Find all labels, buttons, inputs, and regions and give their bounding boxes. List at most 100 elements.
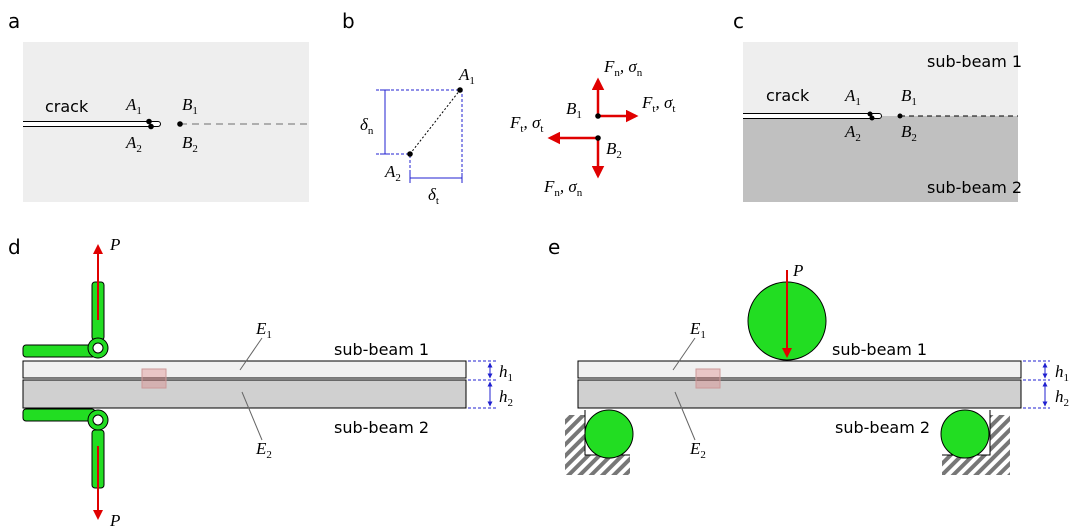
sub-beam (23, 380, 466, 408)
thickness-guides (468, 361, 496, 408)
panel-label: e (548, 235, 560, 259)
thickness-guides (1023, 361, 1050, 408)
symbol: , σ (655, 93, 673, 112)
crack-label: crack (766, 86, 810, 105)
panel-label: b (342, 9, 355, 33)
subscript: 1 (192, 105, 198, 117)
point (898, 114, 903, 119)
thickness-label: h1 (499, 362, 513, 384)
beam-label: sub-beam 1 (832, 340, 927, 359)
subscript: 1 (911, 96, 917, 108)
thickness-label: h1 (1055, 362, 1069, 384)
panel-label: a (8, 9, 20, 33)
point (595, 113, 601, 119)
subscript: t (672, 103, 675, 115)
subscript: 2 (508, 397, 514, 409)
subscript: 2 (266, 449, 272, 461)
symbol: B (182, 133, 193, 152)
symbol: B (901, 122, 912, 141)
beam-label: sub-beam 2 (835, 418, 930, 437)
point-label: B2 (606, 139, 622, 161)
modulus-label: E2 (689, 439, 706, 461)
symbol: , σ (620, 57, 638, 76)
symbol: F (543, 177, 555, 196)
symbol: E (689, 439, 701, 458)
force-label: Ft, σt (641, 93, 675, 115)
subscript: 2 (855, 132, 861, 144)
subscript: 1 (266, 329, 272, 341)
point (146, 119, 152, 125)
force-label: Ft, σt (509, 113, 543, 135)
symbol: B (606, 139, 617, 158)
symbol: F (603, 57, 615, 76)
modulus-label: E1 (255, 319, 272, 341)
point (148, 124, 154, 130)
symbol: h (1055, 387, 1064, 406)
symbol: E (689, 319, 701, 338)
subscript: 2 (1064, 397, 1070, 409)
opening (410, 90, 460, 154)
subscript: 1 (1064, 372, 1070, 384)
thickness-label: h2 (499, 387, 513, 409)
subscript: n (577, 187, 583, 199)
subscript: n (637, 67, 643, 79)
subscript: 2 (136, 143, 142, 155)
zoom-box (696, 369, 720, 388)
beam-label: sub-beam 1 (927, 52, 1022, 71)
point-label: A1 (458, 65, 475, 87)
symbol: B (566, 99, 577, 118)
modulus-label: E1 (689, 319, 706, 341)
panel-label: c (733, 9, 744, 33)
point (407, 151, 413, 157)
subscript: t (436, 195, 439, 207)
symbol: F (509, 113, 521, 132)
subscript: 2 (911, 132, 917, 144)
load-label: P (109, 235, 120, 254)
beam-label: sub-beam 1 (334, 340, 429, 359)
symbol: A (125, 133, 137, 152)
point (457, 87, 463, 93)
symbol: A (458, 65, 470, 84)
force-label: Fn, σn (543, 177, 583, 199)
point (870, 116, 875, 121)
subscript: 1 (469, 75, 475, 87)
point-label: A2 (384, 162, 401, 184)
panel-label: d (8, 235, 21, 259)
point (595, 135, 601, 141)
symbol: P (792, 261, 803, 280)
symbol: h (499, 387, 508, 406)
subscript: t (540, 123, 543, 135)
symbol: E (255, 439, 267, 458)
symbol: F (641, 93, 653, 112)
point-label: B1 (566, 99, 582, 121)
symbol: h (1055, 362, 1064, 381)
beam-label: sub-beam 2 (927, 178, 1022, 197)
crack (23, 122, 161, 127)
load-label: P (792, 261, 803, 280)
subscript: 1 (700, 329, 706, 341)
beam-label: sub-beam 2 (334, 418, 429, 437)
force-arrows (550, 80, 636, 176)
crack (743, 114, 882, 119)
supports (565, 410, 1010, 475)
symbol: B (901, 86, 912, 105)
subscript: 1 (136, 105, 142, 117)
subscript: 1 (855, 96, 861, 108)
modulus-label: E2 (255, 439, 272, 461)
symbol: A (844, 122, 856, 141)
symbol: E (255, 319, 267, 338)
symbol: P (109, 235, 120, 254)
force-label: Fn, σn (603, 57, 643, 79)
sub-beam (578, 380, 1021, 408)
zoom-box (142, 369, 166, 388)
load-label: P (109, 511, 120, 530)
subscript: 2 (700, 449, 706, 461)
displacement-label: δn (360, 115, 374, 137)
symbol: A (844, 86, 856, 105)
sub-beam (578, 361, 1021, 378)
symbol: , σ (560, 177, 578, 196)
figure: a crack A1 A2 B1 B2 b A1 A2 δn δt Fn, σn… (0, 0, 1077, 531)
thickness-label: h2 (1055, 387, 1069, 409)
subscript: 1 (508, 372, 514, 384)
symbol: B (182, 95, 193, 114)
